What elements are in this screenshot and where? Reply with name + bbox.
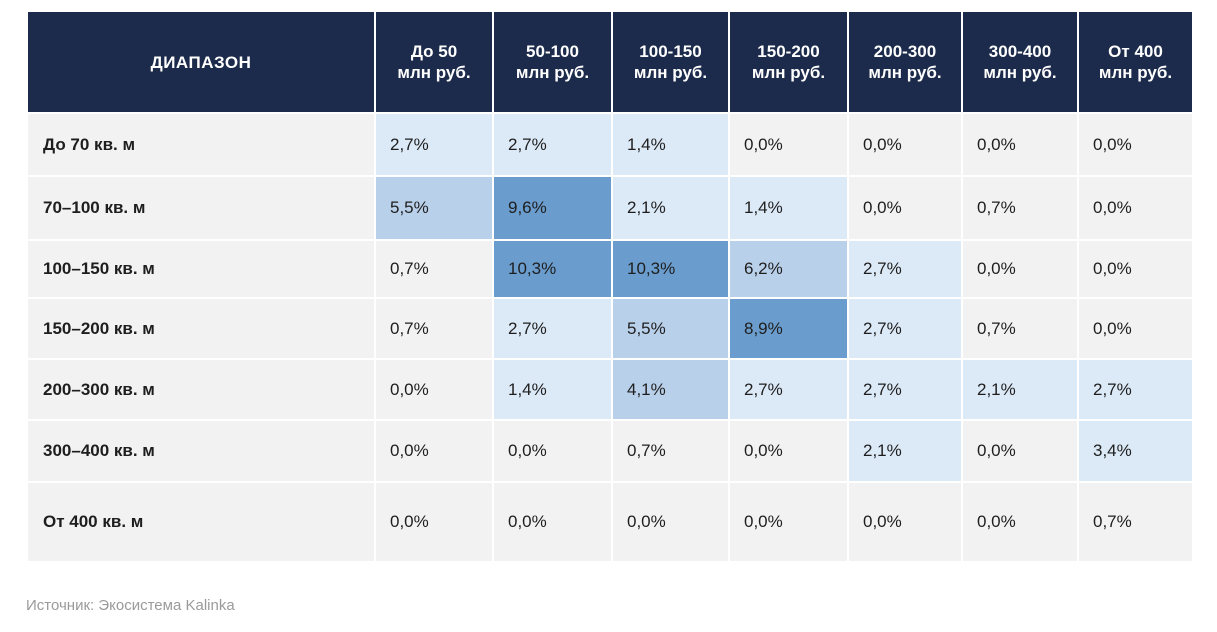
column-header: 300-400 млн руб.	[961, 10, 1079, 114]
heatmap-cell: 2,7%	[847, 297, 963, 360]
column-header-line: млн руб.	[515, 63, 590, 82]
row-label: 70–100 кв. м	[26, 175, 376, 241]
row-label: 100–150 кв. м	[26, 239, 376, 299]
column-header-line: млн руб.	[751, 63, 826, 82]
heatmap-cell: 2,7%	[728, 358, 849, 421]
heatmap-cell: 2,1%	[847, 419, 963, 483]
heatmap-cell: 10,3%	[492, 239, 613, 299]
heatmap-cell: 0,0%	[492, 481, 613, 563]
row-label: 200–300 кв. м	[26, 358, 376, 421]
heatmap-cell: 0,0%	[961, 112, 1079, 177]
row-label: 150–200 кв. м	[26, 297, 376, 360]
heatmap-cell: 0,0%	[847, 175, 963, 241]
column-header-line: 300-400	[988, 42, 1052, 61]
heatmap-cell: 2,1%	[961, 358, 1079, 421]
heatmap-cell: 0,0%	[728, 112, 849, 177]
table-row: 200–300 кв. м 0,0% 1,4% 4,1% 2,7% 2,7% 2,1% 2,7…	[26, 358, 1194, 421]
column-header-line: 50-100	[526, 42, 579, 61]
heatmap-cell: 0,7%	[374, 297, 494, 360]
heatmap-cell: 0,0%	[847, 481, 963, 563]
heatmap-cell: 0,0%	[374, 419, 494, 483]
column-header: От 400 млн руб.	[1077, 10, 1194, 114]
heatmap-cell: 5,5%	[374, 175, 494, 241]
column-header-line: 150-200	[757, 42, 820, 61]
column-header-line: 200-300	[873, 42, 937, 61]
heatmap-cell: 0,0%	[611, 481, 730, 563]
column-header: 50-100 млн руб.	[492, 10, 613, 114]
table-body: До 70 кв. м 2,7% 2,7% 1,4% 0,0% 0,0% 0,0% 0,0% 7…	[26, 112, 1194, 563]
table-row: До 70 кв. м 2,7% 2,7% 1,4% 0,0% 0,0% 0,0% 0,0%	[26, 112, 1194, 177]
heatmap-cell: 1,4%	[728, 175, 849, 241]
table-row: 150–200 кв. м 0,7% 2,7% 5,5% 8,9% 2,7% 0,7% 0,0…	[26, 297, 1194, 360]
heatmap-cell: 0,0%	[1077, 297, 1194, 360]
table-row: 300–400 кв. м 0,0% 0,0% 0,7% 0,0% 2,1% 0,0% 3,4…	[26, 419, 1194, 483]
range-column-header: ДИАПАЗОН	[26, 10, 376, 114]
heatmap-cell: 3,4%	[1077, 419, 1194, 483]
heatmap-cell: 0,0%	[1077, 175, 1194, 241]
heatmap-cell: 0,0%	[1077, 112, 1194, 177]
heatmap-cell: 2,7%	[847, 358, 963, 421]
column-header-line: От 400	[1108, 42, 1163, 61]
heatmap-cell: 2,7%	[1077, 358, 1194, 421]
heatmap-cell: 0,0%	[1077, 239, 1194, 299]
column-header-line: До 50	[410, 42, 458, 61]
heatmap-cell: 0,0%	[374, 358, 494, 421]
source-note: Источник: Экосистема Kalinka	[26, 597, 235, 614]
heatmap-cell: 0,7%	[961, 297, 1079, 360]
column-header-line: млн руб.	[397, 63, 471, 82]
heatmap-cell: 0,7%	[1077, 481, 1194, 563]
heatmap-cell: 2,7%	[492, 297, 613, 360]
table-row: От 400 кв. м 0,0% 0,0% 0,0% 0,0% 0,0% 0,0% 0,7%	[26, 481, 1194, 563]
heatmap-cell: 2,7%	[492, 112, 613, 177]
heatmap-cell: 0,0%	[847, 112, 963, 177]
heatmap-cell: 5,5%	[611, 297, 730, 360]
heatmap-cell: 0,0%	[961, 239, 1079, 299]
column-header: 200-300 млн руб.	[847, 10, 963, 114]
table-row: 70–100 кв. м 5,5% 9,6% 2,1% 1,4% 0,0% 0,7% 0,0%	[26, 175, 1194, 241]
heatmap-cell: 2,1%	[611, 175, 730, 241]
header-row: ДИАПАЗОН До 50 млн руб. 50-100 млн руб. 100-…	[26, 10, 1194, 114]
heatmap-cell: 9,6%	[492, 175, 613, 241]
row-label: От 400 кв. м	[26, 481, 376, 563]
heatmap-cell: 0,7%	[611, 419, 730, 483]
heatmap-cell: 1,4%	[492, 358, 613, 421]
row-label: 300–400 кв. м	[26, 419, 376, 483]
heatmap-cell: 1,4%	[611, 112, 730, 177]
heatmap-cell: 0,0%	[374, 481, 494, 563]
heatmap-cell: 0,0%	[961, 481, 1079, 563]
table-row: 100–150 кв. м 0,7% 10,3% 10,3% 6,2% 2,7% 0,0% 0…	[26, 239, 1194, 299]
heatmap-cell: 0,0%	[961, 419, 1079, 483]
heatmap-cell: 10,3%	[611, 239, 730, 299]
column-header-line: млн руб.	[1098, 63, 1173, 82]
heatmap-cell: 6,2%	[728, 239, 849, 299]
heatmap-table: ДИАПАЗОН До 50 млн руб. 50-100 млн руб. 100-…	[26, 10, 1194, 563]
row-label: До 70 кв. м	[26, 112, 376, 177]
column-header-line: млн руб.	[633, 63, 708, 82]
column-header: 150-200 млн руб.	[728, 10, 849, 114]
heatmap-cell: 4,1%	[611, 358, 730, 421]
heatmap-cell: 0,7%	[374, 239, 494, 299]
heatmap-cell: 0,0%	[728, 419, 849, 483]
heatmap-cell: 0,0%	[492, 419, 613, 483]
column-header-line: млн руб.	[983, 63, 1057, 82]
column-header-line: 100-150	[639, 42, 702, 61]
heatmap-cell: 2,7%	[374, 112, 494, 177]
column-header: 100-150 млн руб.	[611, 10, 730, 114]
heatmap-cell: 0,7%	[961, 175, 1079, 241]
column-header: До 50 млн руб.	[374, 10, 494, 114]
heatmap-cell: 8,9%	[728, 297, 849, 360]
heatmap-cell: 2,7%	[847, 239, 963, 299]
heatmap-cell: 0,0%	[728, 481, 849, 563]
column-header-line: млн руб.	[868, 63, 942, 82]
